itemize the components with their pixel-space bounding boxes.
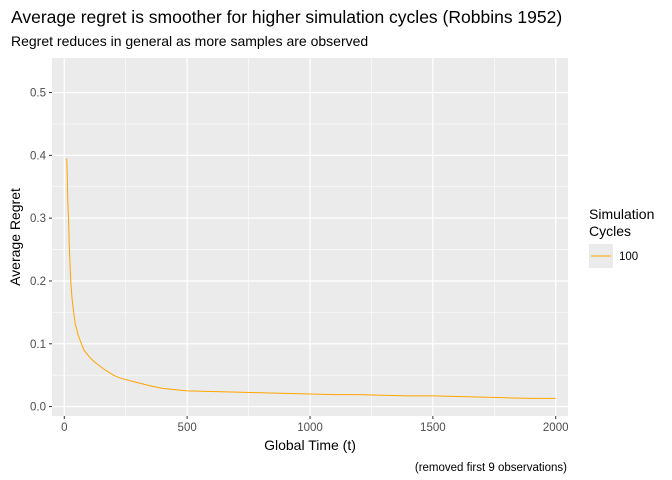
series-layer	[66, 158, 556, 399]
chart-subtitle: Regret reduces in general as more sample…	[11, 33, 368, 49]
x-tick-label: 0	[61, 422, 67, 434]
legend-title-line-2: Cycles	[589, 223, 631, 239]
y-tick-label: 0.5	[30, 88, 46, 100]
major-gridlines	[52, 58, 568, 416]
y-axis: 0.0 0.1 0.2 0.3 0.4 0.5	[30, 88, 52, 414]
y-axis-title: Average Regret	[7, 188, 23, 286]
legend: Simulation Cycles 100	[589, 206, 654, 268]
y-tick-label: 0.3	[30, 213, 46, 225]
y-tick-label: 0.0	[30, 402, 46, 414]
y-tick-label: 0.2	[30, 276, 46, 288]
x-axis: 0 500 1000 1500 2000	[61, 416, 569, 434]
x-tick-label: 2000	[543, 422, 569, 434]
x-tick-label: 1000	[297, 422, 323, 434]
legend-label-100: 100	[619, 251, 638, 263]
chart-title: Average regret is smoother for higher si…	[11, 7, 562, 27]
x-tick-label: 1500	[420, 422, 446, 434]
series-line-100	[66, 158, 556, 399]
y-tick-label: 0.1	[30, 339, 46, 351]
x-axis-title: Global Time (t)	[264, 437, 356, 453]
chart-caption: (removed first 9 observations)	[415, 462, 567, 474]
legend-title-line-1: Simulation	[589, 206, 654, 222]
y-tick-label: 0.4	[30, 150, 47, 162]
x-tick-label: 500	[178, 422, 197, 434]
